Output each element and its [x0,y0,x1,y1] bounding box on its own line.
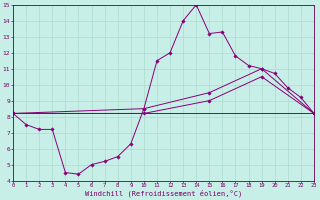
X-axis label: Windchill (Refroidissement éolien,°C): Windchill (Refroidissement éolien,°C) [85,190,242,197]
